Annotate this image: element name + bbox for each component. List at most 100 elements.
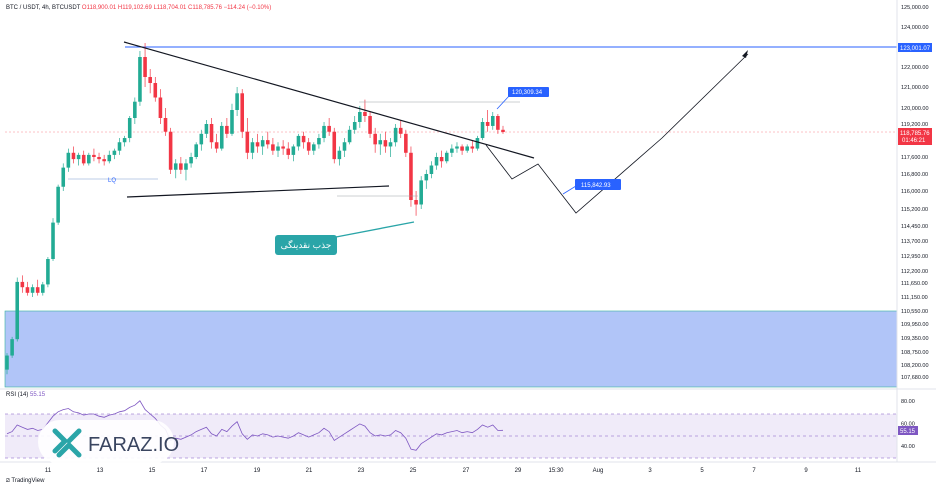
tag-top-pointer (496, 95, 510, 110)
tag-bottom-box[interactable] (575, 179, 621, 190)
candle-body (76, 154, 81, 160)
time-tick-label: 25 (410, 468, 417, 474)
candle-body (291, 146, 296, 155)
time-tick-label: 19 (254, 468, 261, 474)
candle-body (219, 125, 224, 149)
rsi-value-box (898, 426, 918, 435)
candle-body (87, 154, 91, 164)
candle-body (189, 157, 193, 164)
price-tick-label: 116,800.00 (901, 172, 928, 178)
price-tick-label: 122,000.00 (901, 65, 929, 71)
candle-body (66, 152, 71, 168)
rsi-legend[interactable]: RSI (14) 55.15 (6, 392, 45, 398)
candle-body (393, 127, 398, 143)
projection-arrowhead (742, 50, 748, 58)
price-tick-label: 120,000.00 (901, 106, 929, 112)
time-tick-label: 3 (648, 468, 652, 474)
price-tick-label: 116,000.00 (901, 189, 928, 195)
descending-trendline[interactable] (123, 41, 535, 159)
price-axis: 125,000.00 124,000.00 122,000.00 121,000.00… (901, 5, 929, 381)
countdown-text: 01:46:21 (902, 138, 926, 144)
candle-body (107, 154, 112, 162)
candle-body (286, 148, 291, 155)
tradingview-text: TradingView (11, 478, 45, 484)
faraz-logo-text: FARAZ.IO (88, 434, 179, 456)
open-value: O118,900.01 (81, 5, 117, 11)
time-tick-label: 29 (515, 468, 522, 474)
candle-body (327, 125, 331, 132)
liquidity-box[interactable] (275, 235, 337, 255)
candle-body (281, 146, 285, 149)
candle-body (184, 163, 188, 170)
candle-body (363, 112, 367, 116)
price-tick-label: 113,700.00 (901, 239, 928, 245)
candle-body (429, 165, 434, 174)
last-price-text: 118,785.76 (900, 131, 930, 137)
candle-body (143, 57, 147, 77)
demand-zone (4, 310, 898, 388)
chart-legend[interactable]: BTC / USDT, 4h, BTCUSDT O118,900.01 H119… (6, 5, 271, 11)
candle-body (204, 124, 209, 134)
projection-path[interactable] (485, 53, 749, 214)
faraz-logo-bg (38, 420, 174, 464)
rsi-tick-label: 80.00 (901, 399, 915, 405)
faraz-logo: FARAZ.IO (38, 420, 179, 464)
candle-body (398, 127, 403, 134)
time-tick-label: 27 (463, 468, 470, 474)
price-tick-label: 109,350.00 (901, 336, 929, 342)
price-tick-label: 125,000.00 (901, 5, 929, 11)
candle-body (378, 140, 383, 145)
price-tick-label: 117,600.00 (901, 155, 928, 161)
candle-body (470, 146, 475, 149)
tag-top-text: 120,309.34 (512, 90, 543, 96)
ascending-trendline[interactable] (126, 185, 390, 198)
candle-body (332, 131, 337, 160)
candle-body (168, 131, 173, 170)
candle-body (148, 77, 152, 83)
high-value: H119,102.69 (117, 5, 152, 11)
candle-body (225, 125, 229, 134)
candle-body (5, 355, 9, 370)
candle-body (424, 174, 429, 181)
candle-body (97, 157, 101, 160)
rsi-tick-label: 60.00 (901, 422, 915, 428)
tradingview-logo[interactable]: ⧄ TradingView (6, 478, 44, 485)
candle-body (153, 83, 158, 98)
candle-body (414, 200, 418, 205)
candle-body (10, 339, 14, 356)
time-tick-label: 15 (149, 468, 156, 474)
liquidity-pointer (335, 221, 415, 238)
candle-body (240, 93, 245, 132)
price-tick-label: 119,200.00 (901, 122, 928, 128)
candle-body (373, 133, 377, 145)
candle-body (347, 129, 352, 143)
price-tick-label: 121,000.00 (901, 85, 929, 91)
tradingview-icon: ⧄ (6, 478, 10, 484)
candle-body (245, 131, 250, 153)
candle-body (199, 133, 204, 145)
price-tick-label: 111,150.00 (901, 295, 928, 301)
time-tick-label: 23 (358, 468, 365, 474)
candle-body (20, 281, 25, 288)
change-value: −114.24 (−0.10%) (223, 5, 272, 11)
candle-body (388, 142, 393, 147)
tag-top-box[interactable] (508, 87, 549, 97)
tag-bottom-text: 115,842.93 (581, 183, 611, 189)
time-tick-label: Aug (593, 468, 604, 474)
candle-body (102, 159, 106, 162)
candle-body (41, 284, 45, 293)
price-tick-label: 112,200.00 (901, 269, 928, 275)
candle-body (496, 116, 500, 130)
candle-body (61, 167, 66, 187)
low-value: L118,704.01 (153, 5, 187, 11)
price-tick-label: 108,200.00 (901, 363, 929, 369)
resistance-price-label-box (898, 43, 932, 52)
candle-body (501, 129, 505, 132)
candle-body (337, 150, 342, 160)
candle-body (71, 152, 76, 160)
candle-body (475, 138, 480, 149)
candle-body (419, 180, 423, 205)
candle-body (173, 163, 178, 170)
candle-body (296, 135, 301, 147)
price-tick-label: 115,200.00 (901, 207, 928, 213)
